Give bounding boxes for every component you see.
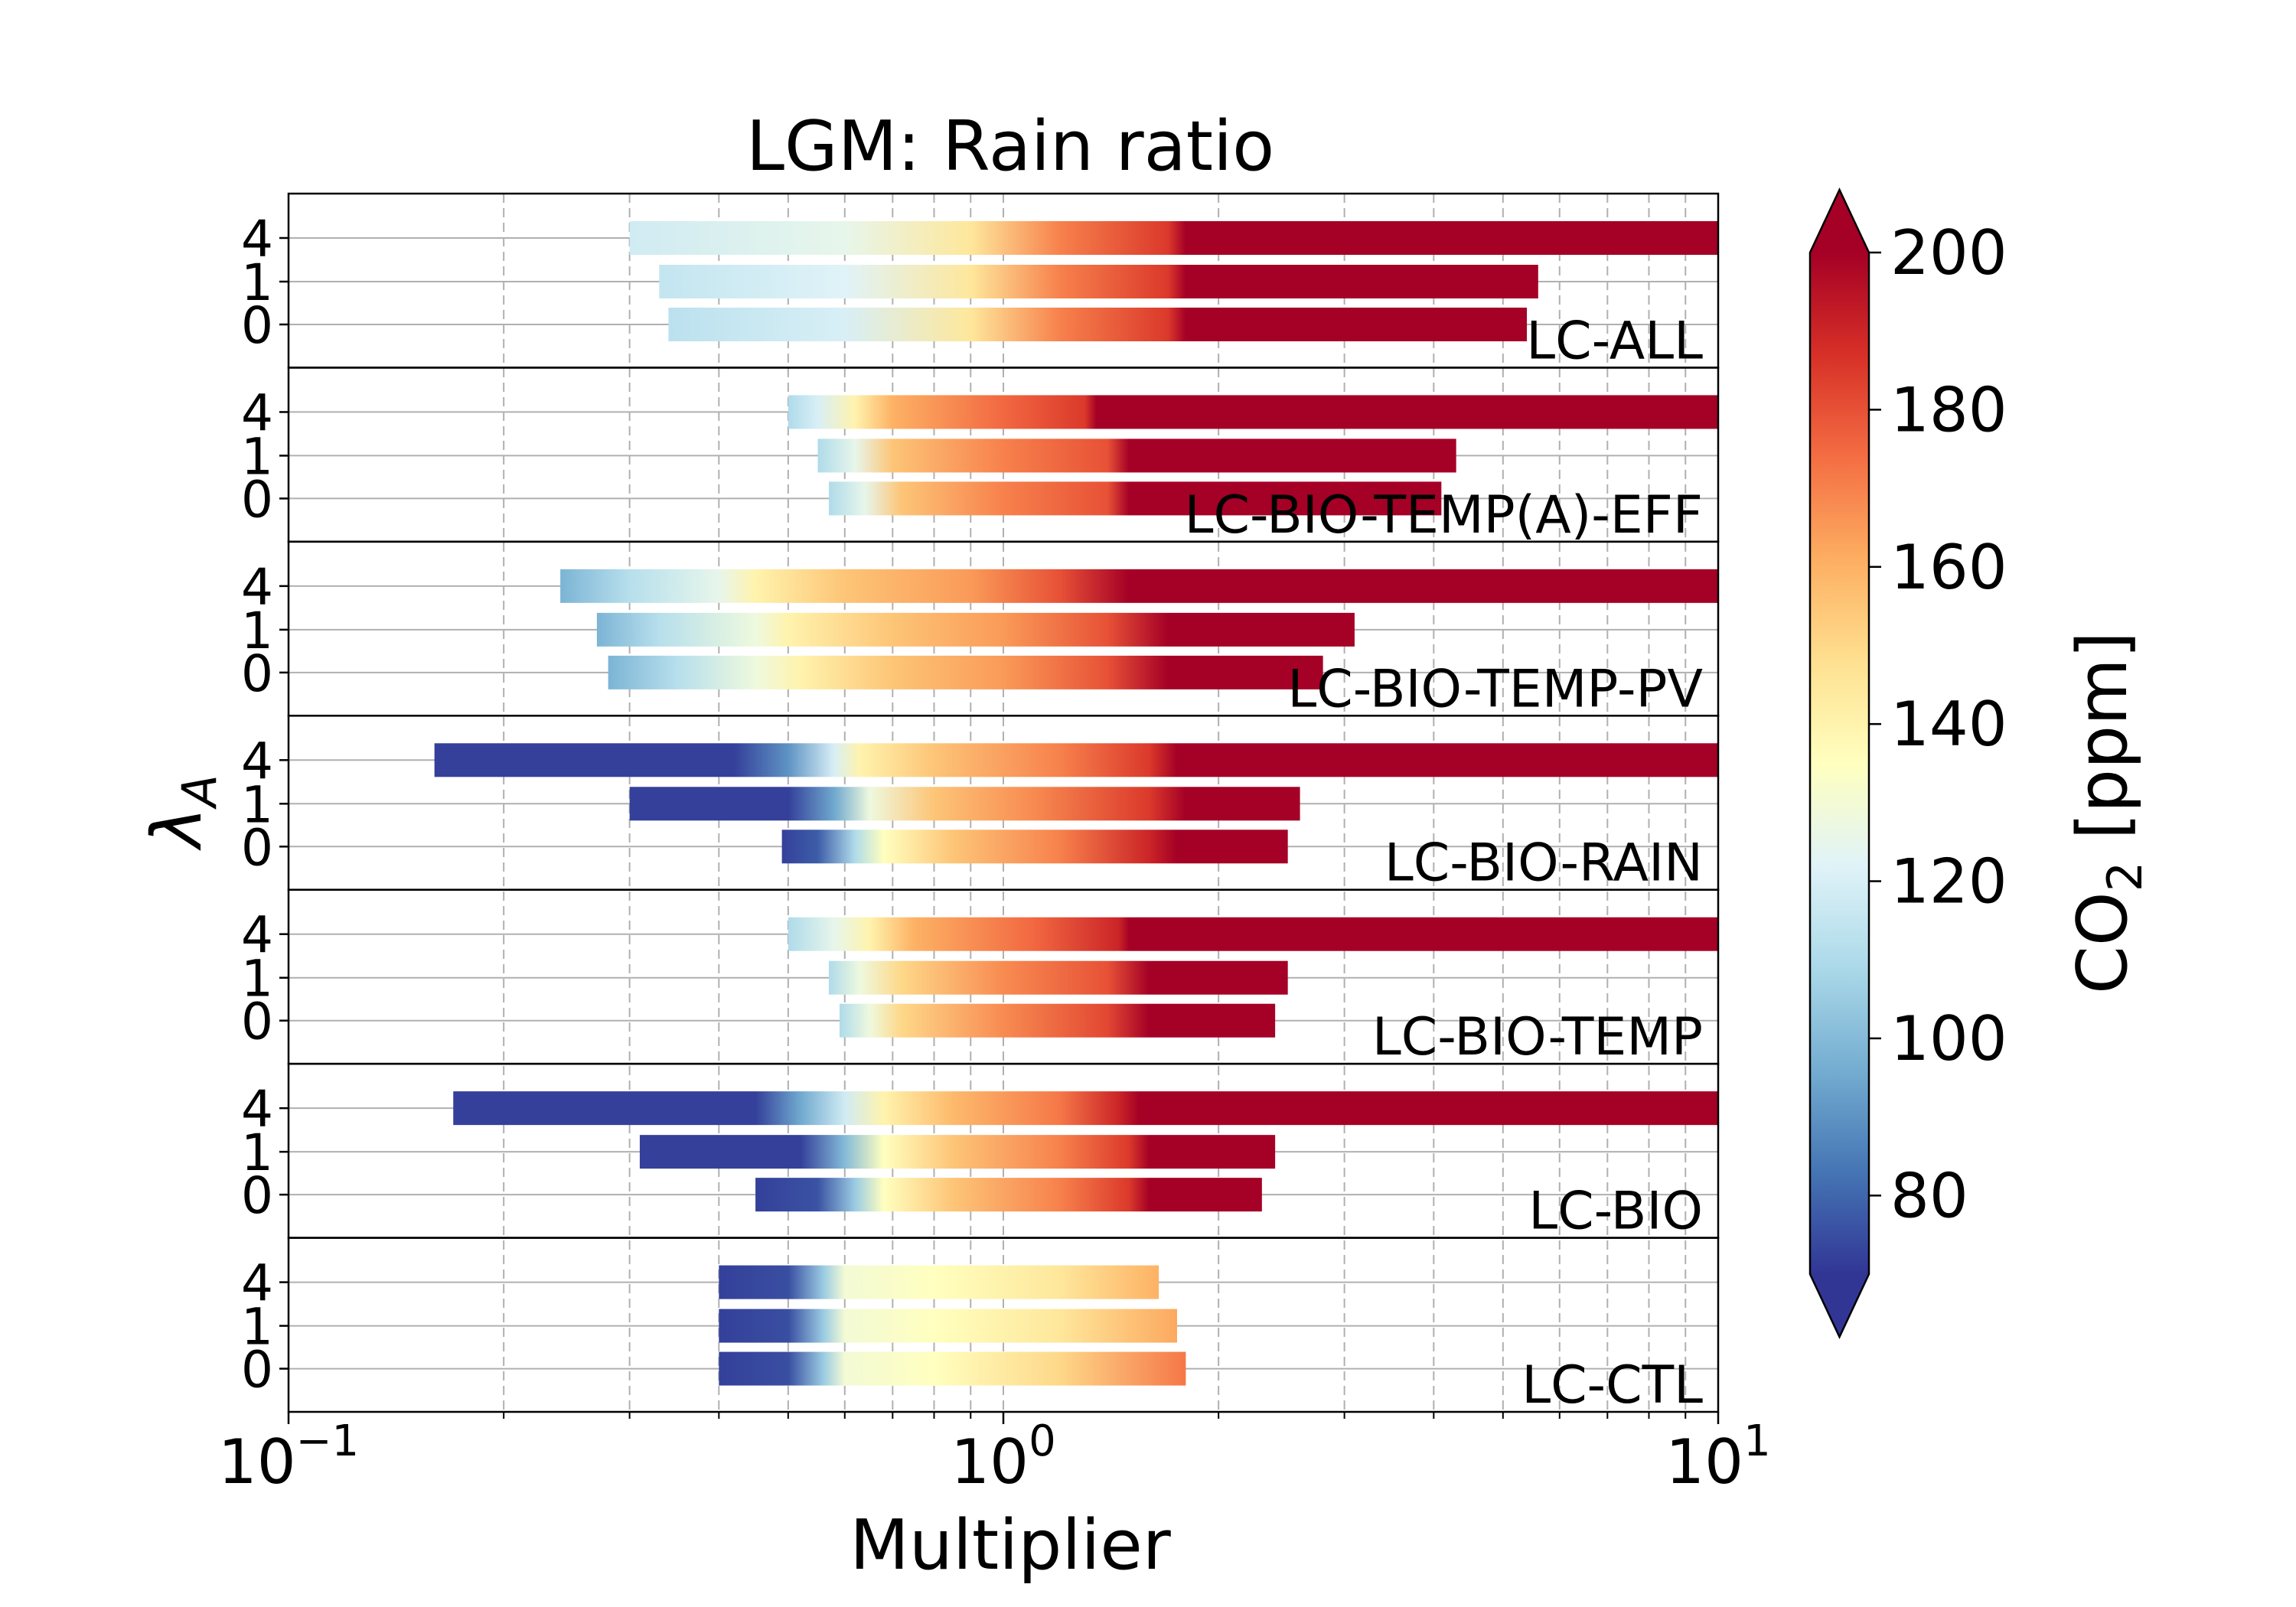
bar-LC-BIO-TEMP-PV-lambda-0 (608, 655, 1323, 689)
y-tick-label: 0 (241, 818, 273, 877)
bar-LC-BIO-RAIN-lambda-1 (629, 787, 1300, 821)
colorbar-tick-label: 120 (1890, 846, 2007, 918)
bar-LC-BIO-RAIN-lambda-0 (781, 830, 1288, 864)
bar-LC-BIO-TEMP-lambda-0 (839, 1003, 1276, 1038)
chart-title: LGM: Rain ratio (746, 106, 1274, 187)
y-tick-label: 1 (241, 253, 273, 312)
y-tick-label: 1 (241, 427, 273, 486)
bar-LC-BIO-TEMP(A)-EFF-lambda-4 (788, 395, 1718, 429)
colorbar-tick-label: 80 (1890, 1160, 1968, 1231)
colorbar-gradient (1810, 253, 1869, 1274)
y-tick-label: 4 (241, 1080, 273, 1139)
panel-label: LC-ALL (1526, 311, 1703, 371)
y-tick-label: 1 (241, 1123, 273, 1182)
y-tick-label: 4 (241, 906, 273, 965)
bar-LC-CTL-lambda-1 (719, 1309, 1177, 1343)
y-tick-label: 1 (241, 950, 273, 1009)
colorbar-extend-min (1810, 1274, 1869, 1337)
colorbar: 80 100 120 140 160 180 200 (1808, 187, 2007, 1339)
bar-LC-BIO-TEMP-PV-lambda-1 (596, 612, 1355, 647)
panel-label: LC-BIO-TEMP (1372, 1007, 1703, 1068)
y-tick-label: 0 (241, 1341, 273, 1400)
bar-LC-BIO-TEMP(A)-EFF-lambda-0 (828, 481, 1442, 516)
colorbar-label: CO2 [ppm] (2063, 631, 2153, 994)
bar-LC-BIO-TEMP-lambda-4 (788, 917, 1718, 951)
y-tick-label: 4 (241, 1254, 273, 1313)
y-tick-label: 1 (241, 775, 273, 834)
bars (434, 221, 1719, 1386)
y-tick-label: 1 (241, 1298, 273, 1357)
bar-LC-CTL-lambda-0 (719, 1351, 1186, 1386)
y-tick-label: 0 (241, 644, 273, 703)
y-axis-label: λA (137, 774, 227, 851)
colorbar-tick-label: 100 (1890, 1003, 2007, 1074)
bar-LC-BIO-lambda-1 (639, 1135, 1276, 1169)
panel-label: LC-BIO-TEMP-PV (1287, 659, 1703, 719)
y-tick-label: 0 (241, 470, 273, 529)
y-tick-label: 4 (241, 558, 273, 617)
y-tick-label: 4 (241, 383, 273, 442)
bar-LC-BIO-RAIN-lambda-4 (434, 743, 1718, 777)
colorbar-tick-label: 140 (1890, 689, 2007, 760)
colorbar-tick-label: 200 (1890, 217, 2007, 288)
colorbar-tick-label: 160 (1890, 532, 2007, 603)
panel-label: LC-BIO-RAIN (1384, 833, 1703, 894)
y-tick-label: 4 (241, 732, 273, 790)
bar-LC-ALL-lambda-0 (668, 308, 1528, 341)
x-tick-label: 100 (951, 1416, 1055, 1498)
panel-label: LC-BIO (1528, 1182, 1703, 1242)
y-tick-label: 0 (241, 1166, 273, 1225)
bar-LC-CTL-lambda-4 (719, 1265, 1159, 1299)
y-tick-label: 0 (241, 296, 273, 355)
x-axis-label: Multiplier (850, 1505, 1171, 1586)
bar-LC-BIO-TEMP-lambda-1 (828, 960, 1288, 995)
bar-LC-BIO-TEMP-PV-lambda-4 (560, 569, 1718, 603)
colorbar-extend-max (1810, 190, 1869, 253)
y-tick-label: 0 (241, 993, 273, 1051)
bar-LC-BIO-TEMP(A)-EFF-lambda-1 (817, 438, 1456, 473)
bar-LC-ALL-lambda-4 (629, 221, 1718, 255)
colorbar-outline (1808, 187, 1870, 1339)
bar-LC-ALL-lambda-1 (659, 265, 1538, 298)
bar-LC-BIO-lambda-4 (453, 1091, 1719, 1126)
x-tick-label: 10−1 (218, 1416, 359, 1498)
panel-label: LC-CTL (1521, 1355, 1703, 1416)
x-tick-label: 101 (1665, 1416, 1770, 1498)
colorbar-tick-label: 180 (1890, 374, 2007, 445)
y-tick-label: 4 (241, 210, 273, 269)
panel-label: LC-BIO-TEMP(A)-EFF (1185, 485, 1703, 546)
panel-labels: LC-ALL LC-BIO-TEMP(A)-EFF LC-BIO-TEMP-PV LC… (1185, 311, 1703, 1416)
y-tick-label: 1 (241, 601, 273, 660)
panel-frames (287, 192, 1720, 1413)
bar-LC-BIO-lambda-0 (755, 1178, 1262, 1212)
